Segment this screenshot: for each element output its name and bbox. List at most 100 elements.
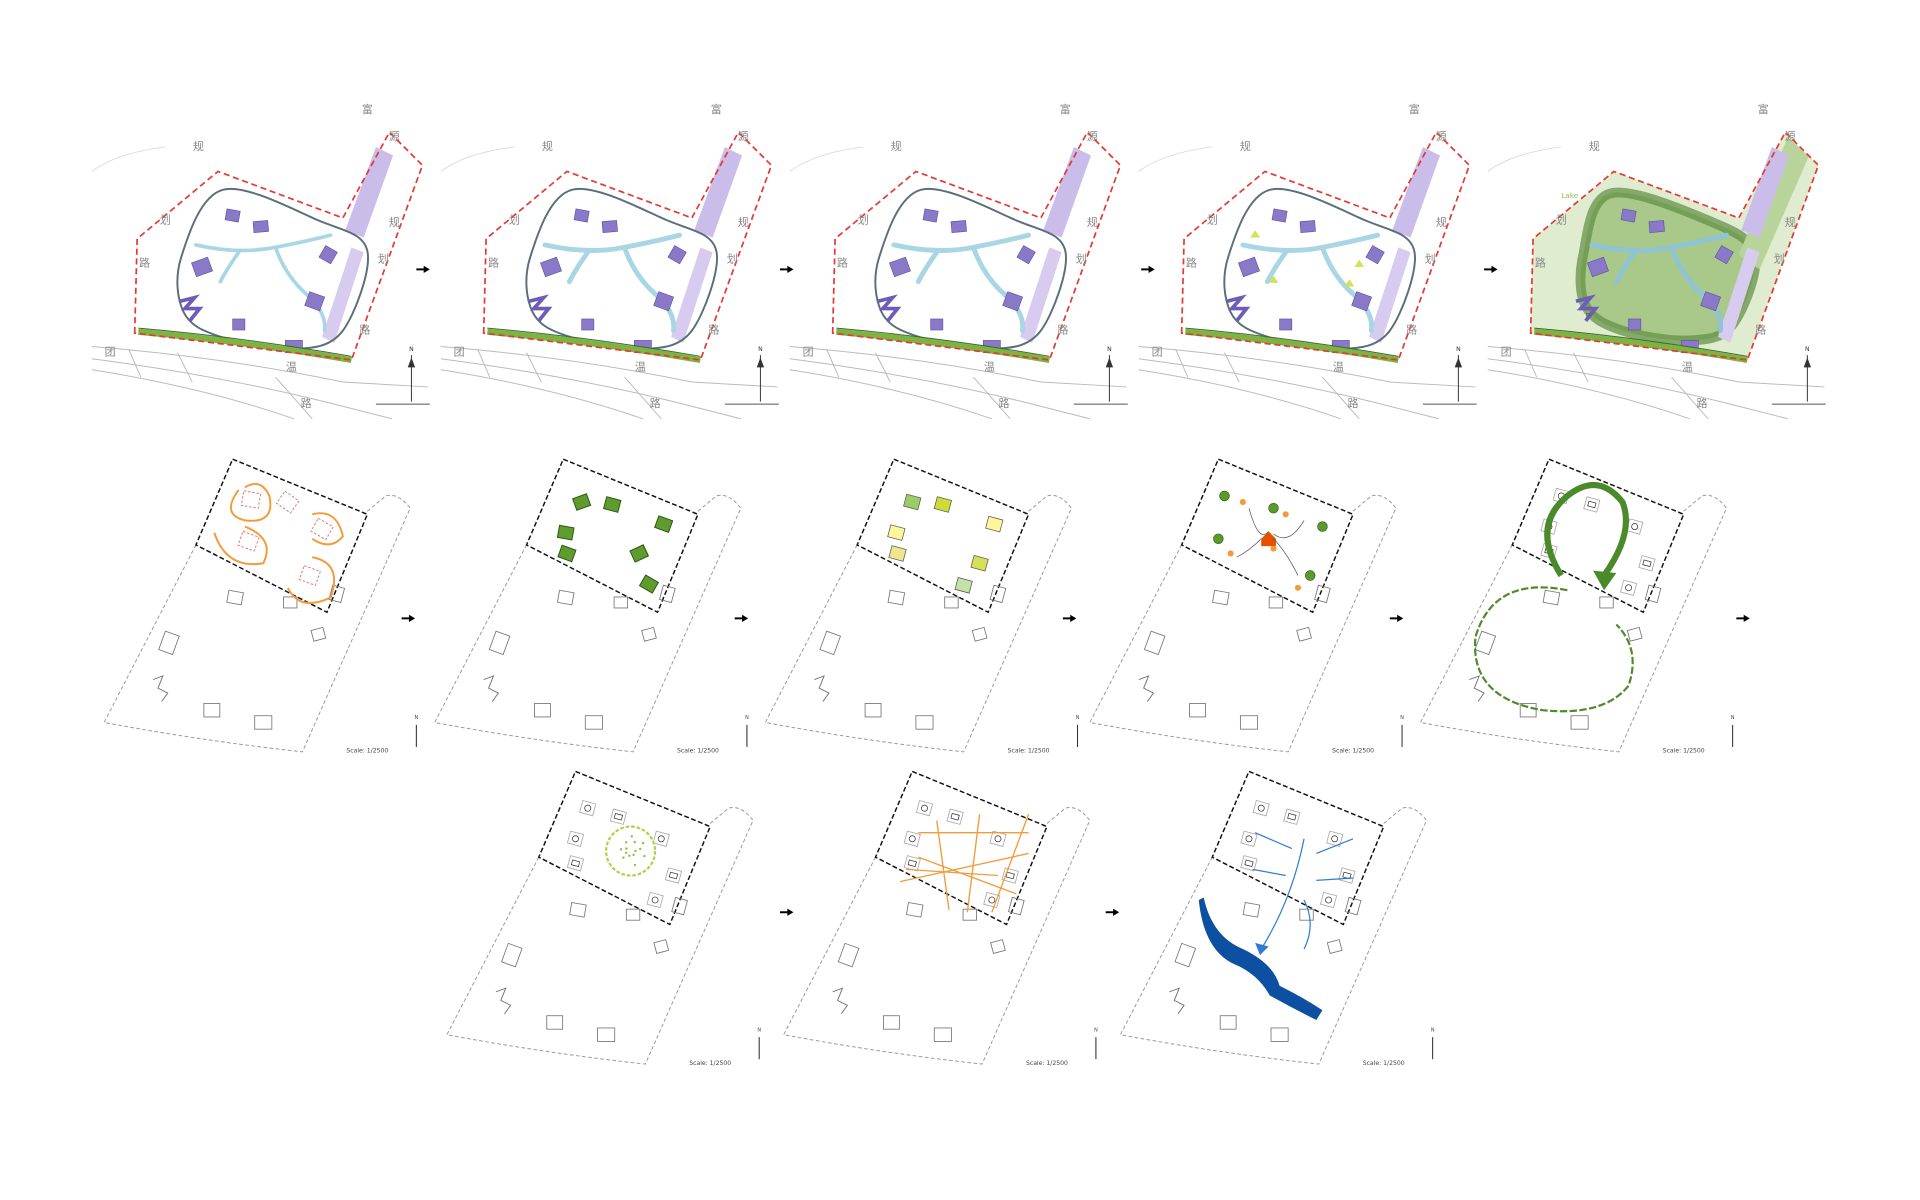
- building-outline: [883, 1015, 900, 1030]
- road-label: 规: [193, 139, 204, 153]
- building-outline: [1212, 589, 1230, 606]
- road-label: 源: [1436, 129, 1447, 143]
- building-symbol: [1331, 835, 1339, 843]
- arrow-head: [408, 614, 416, 623]
- road-line: [177, 352, 193, 383]
- building: [1714, 245, 1734, 265]
- diagram: Scale: 1/2500 N: [1119, 770, 1435, 1067]
- north-label: N: [1400, 715, 1404, 721]
- road-line: [1524, 348, 1538, 378]
- building: [528, 294, 553, 322]
- scale-label: Scale: 1/2500: [1332, 748, 1374, 755]
- activity: [1294, 584, 1302, 591]
- building-outline: [1599, 596, 1614, 609]
- building-symbol: [921, 804, 928, 812]
- building-symbol: [1625, 584, 1632, 592]
- building-symbol: [1287, 812, 1297, 821]
- road-edge: [789, 146, 864, 172]
- road-label: 划: [1556, 213, 1567, 226]
- building-outline: [152, 675, 169, 702]
- site-boundary: [1180, 130, 1471, 361]
- scale-label: Scale: 1/2500: [677, 748, 719, 755]
- road-edge: [440, 146, 515, 172]
- arrow-head: [1397, 614, 1404, 623]
- road-line: [91, 369, 295, 420]
- road-label: 规: [1240, 139, 1251, 153]
- building-symbol: [1244, 859, 1254, 868]
- site-boundary: [133, 130, 424, 361]
- building-outline: [609, 808, 627, 825]
- green-strip-edge: [487, 327, 701, 357]
- lake-label: Lake: [1561, 191, 1579, 200]
- road-label: 路: [359, 324, 370, 337]
- building-outline: [915, 799, 934, 817]
- plaza-dot: [633, 840, 636, 844]
- house: [1261, 531, 1276, 547]
- building-outline: [864, 703, 882, 718]
- flow-loop: [311, 512, 344, 546]
- road-line: [477, 348, 491, 378]
- garden-plot: [572, 493, 592, 511]
- garden-plot: [903, 493, 922, 511]
- diagram: Scale: 1/2500 N: [1089, 458, 1404, 755]
- green-strip: [1534, 328, 1748, 364]
- building: [224, 208, 241, 223]
- east-strip: [1020, 247, 1062, 343]
- road-label: 路: [301, 397, 312, 410]
- compass-needle: [1803, 357, 1812, 368]
- site-boundary: [482, 130, 773, 361]
- scale-label: Scale: 1/2500: [1026, 1060, 1068, 1067]
- road-label: 源: [1785, 129, 1796, 143]
- building-outline: [483, 675, 500, 702]
- garden-plot: [887, 524, 906, 541]
- circulation-arrow: [966, 814, 981, 913]
- marker: [1354, 259, 1365, 267]
- flow-loop: [286, 556, 336, 605]
- building-outline: [1242, 901, 1261, 918]
- building-outline: [569, 901, 587, 918]
- stream: [1264, 249, 1289, 285]
- building-outline: [158, 630, 180, 656]
- activity: [1227, 550, 1234, 557]
- road-label: 规: [1785, 215, 1796, 229]
- stream: [218, 250, 241, 284]
- building-outline: [983, 891, 1001, 909]
- road-line: [1487, 369, 1690, 420]
- parcel-outline: [1119, 807, 1428, 1065]
- building: [581, 318, 595, 331]
- east-strip: [1392, 146, 1440, 238]
- zone-dash: [240, 490, 262, 509]
- building-outline: [653, 939, 670, 954]
- building: [950, 220, 967, 233]
- parcel-outline: [446, 807, 754, 1065]
- east-strip: [671, 247, 713, 343]
- plaza: [605, 825, 657, 877]
- building: [1351, 291, 1373, 312]
- study-area: [856, 458, 1030, 614]
- green-strip: [1185, 328, 1399, 364]
- building-outline: [1169, 987, 1185, 1015]
- study-area: [194, 458, 369, 614]
- link-arrow: [1236, 538, 1262, 558]
- road-label: 划: [509, 213, 520, 226]
- activity: [1239, 498, 1246, 506]
- building-symbol: [572, 835, 579, 843]
- road-label: 源: [738, 129, 749, 143]
- zone-dash: [275, 490, 300, 514]
- link-arrow: [1273, 538, 1299, 576]
- route-loop-dashed: [1473, 586, 1634, 713]
- road-line: [875, 352, 891, 383]
- plaza-dot: [638, 847, 642, 851]
- road-label: 路: [708, 324, 719, 337]
- building: [1700, 291, 1721, 312]
- road-label: 团: [803, 346, 814, 359]
- road-label: 团: [1152, 346, 1163, 359]
- road-label: 规: [1087, 215, 1098, 229]
- building: [540, 256, 562, 278]
- road-label: 温: [1333, 360, 1344, 373]
- building-outline: [1519, 703, 1537, 718]
- building-outline: [1474, 630, 1497, 656]
- link-arrow: [1273, 520, 1305, 539]
- step-arrow: [780, 265, 794, 274]
